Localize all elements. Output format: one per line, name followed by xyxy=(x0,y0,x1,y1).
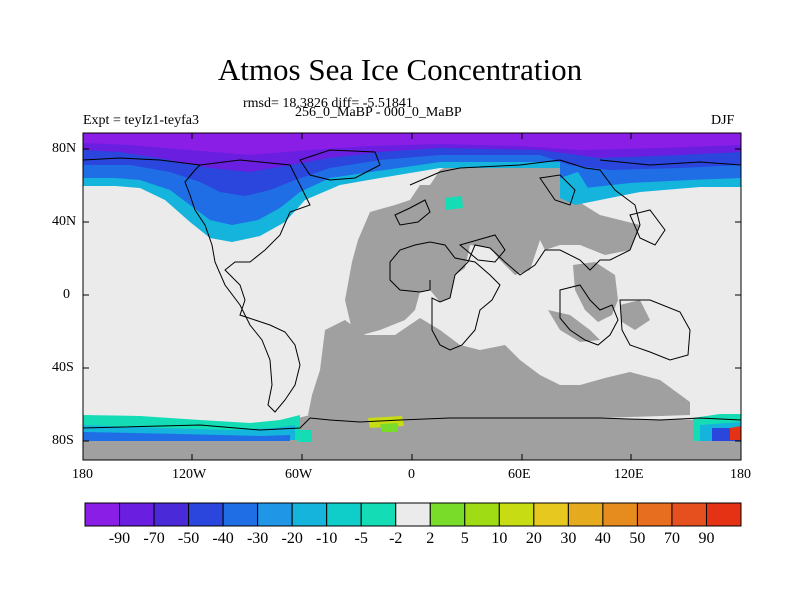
colorbar-swatch xyxy=(671,502,707,527)
colorbar-label: -30 xyxy=(246,530,269,547)
colorbar-swatch xyxy=(119,502,155,527)
lat-tick-marks xyxy=(83,148,741,442)
colorbar xyxy=(84,502,742,527)
colorbar-swatch xyxy=(533,502,569,527)
coastlines xyxy=(83,149,741,431)
colorbar-swatch xyxy=(636,502,673,527)
lon-tick-label: 120E xyxy=(614,467,644,482)
colorbar-label: -70 xyxy=(143,530,165,547)
colorbar-swatch xyxy=(464,502,500,527)
colorbar-swatch xyxy=(567,502,604,527)
lon-tick-label: 60E xyxy=(508,467,531,482)
colorbar-label: -90 xyxy=(108,530,131,547)
colorbar-swatch xyxy=(291,502,328,527)
colorbar-label: 70 xyxy=(663,530,680,547)
lon-tick-label: 180 xyxy=(72,467,93,482)
colorbar-swatch xyxy=(84,502,121,527)
colorbar-swatch xyxy=(257,502,293,527)
antarctic-ice-change xyxy=(83,414,741,442)
colorbar-swatch xyxy=(498,502,535,527)
colorbar-swatch xyxy=(602,502,638,527)
colorbar-label: -10 xyxy=(316,530,338,547)
lon-tick-marks xyxy=(191,133,632,460)
lon-tick-label: 180 xyxy=(730,467,751,482)
experiment-label: Expt = teyIz1-teyfa3 xyxy=(83,113,199,128)
colorbar-swatch xyxy=(326,502,362,527)
lat-tick-label: 40S xyxy=(52,360,74,375)
colorbar-swatch xyxy=(705,502,742,527)
period-label: 256_0_MaBP - 000_0_MaBP xyxy=(295,105,462,120)
colorbar-swatch xyxy=(188,502,224,527)
lon-tick-label: 60W xyxy=(285,467,313,482)
colorbar-label: -20 xyxy=(281,530,303,547)
colorbar-swatch xyxy=(153,502,190,527)
colorbar-label: 2 xyxy=(426,530,435,547)
colorbar-label: 5 xyxy=(460,530,469,547)
colorbar-label: -5 xyxy=(354,530,368,547)
lat-tick-label: 40N xyxy=(52,214,77,229)
colorbar-label: -40 xyxy=(212,530,234,547)
colorbar-label: 10 xyxy=(491,530,508,547)
lat-tick-label: 80S xyxy=(52,433,74,448)
colorbar-swatch xyxy=(395,502,431,527)
stats-label: rmsd= 18.3826 diff= -5.51841 xyxy=(243,96,413,111)
colorbar-label: 40 xyxy=(594,530,611,547)
lat-tick-label: 80N xyxy=(52,141,77,156)
lon-tick-label: 120W xyxy=(172,467,207,482)
colorbar-label: 90 xyxy=(698,530,715,547)
lat-tick-label: 0 xyxy=(63,287,70,302)
colorbar-swatch xyxy=(429,502,466,527)
figure-title: Atmos Sea Ice Concentration xyxy=(217,52,583,87)
colorbar-swatch xyxy=(222,502,259,527)
colorbar-label: -2 xyxy=(389,530,403,547)
colorbar-label: 50 xyxy=(629,530,646,547)
colorbar-label: 30 xyxy=(560,530,577,547)
lon-tick-label: 0 xyxy=(408,467,415,482)
colorbar-label: -50 xyxy=(177,530,200,547)
season-label: DJF xyxy=(711,113,735,128)
colorbar-label: 20 xyxy=(525,530,542,547)
colorbar-swatch xyxy=(360,502,397,527)
map-field xyxy=(83,133,741,460)
